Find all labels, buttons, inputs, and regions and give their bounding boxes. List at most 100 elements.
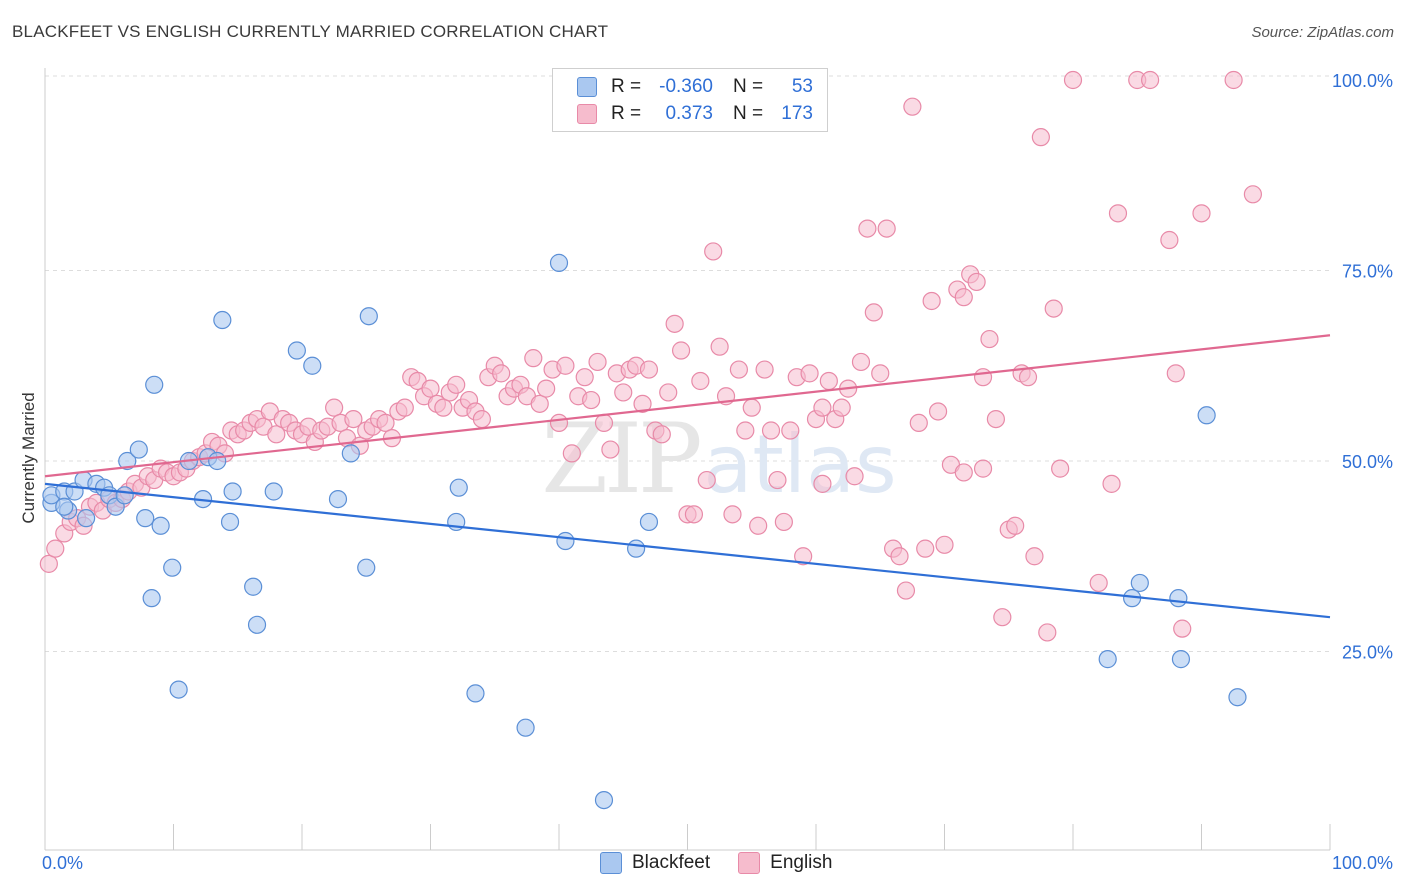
blackfeet-point xyxy=(264,482,283,501)
english-point xyxy=(434,398,453,417)
english-point xyxy=(1044,299,1063,318)
english-point xyxy=(1102,474,1121,493)
blackfeet-point xyxy=(129,440,148,459)
english-point xyxy=(1173,619,1192,638)
english-point xyxy=(344,409,363,429)
english-point xyxy=(1006,516,1025,535)
english-point xyxy=(864,303,883,322)
english-point xyxy=(601,440,620,459)
legend-r-label: R = xyxy=(611,76,642,97)
x-tick-label-min: 0.0% xyxy=(42,853,83,873)
english-point xyxy=(421,379,440,398)
english-point xyxy=(684,505,704,524)
english-point xyxy=(749,516,768,535)
blackfeet-point xyxy=(549,253,569,272)
blackfeet-point xyxy=(1130,573,1149,593)
english-point xyxy=(980,329,999,349)
english-point xyxy=(1038,623,1057,642)
english-point xyxy=(813,474,832,493)
blackfeet-point xyxy=(136,509,155,528)
english-points xyxy=(39,70,1263,642)
legend-row-blackfeet: R = -0.360 N = 53 xyxy=(577,75,813,99)
blackfeet-point xyxy=(77,509,96,528)
english-point xyxy=(697,470,716,490)
english-point xyxy=(896,581,916,600)
blackfeet-point xyxy=(163,558,182,577)
chart-title: BLACKFEET VS ENGLISH CURRENTLY MARRIED C… xyxy=(12,22,609,41)
blackfeet-point xyxy=(1228,688,1247,707)
english-point xyxy=(986,409,1006,429)
tick-labels: 100.0% 75.0% 50.0% 25.0% 0.0% 100.0% xyxy=(42,71,1393,873)
english-swatch xyxy=(738,852,761,874)
legend-r-value: 0.373 xyxy=(665,103,713,124)
english-point xyxy=(530,394,549,413)
blackfeet-point xyxy=(1098,650,1117,669)
english-point xyxy=(723,505,742,524)
blackfeet-point xyxy=(357,558,376,577)
english-point xyxy=(1089,573,1108,593)
blackfeet-point xyxy=(1197,406,1216,425)
english-point xyxy=(1051,459,1070,478)
english-point xyxy=(871,364,890,383)
blackfeet-point xyxy=(145,375,164,394)
english-point xyxy=(376,413,395,432)
blackfeet-point xyxy=(516,718,535,737)
blackfeet-point xyxy=(223,482,242,501)
legend-r-label: R = xyxy=(611,103,642,124)
english-point xyxy=(890,547,909,566)
english-point xyxy=(954,288,973,307)
watermark-atlas: atlas xyxy=(703,418,896,511)
blackfeet-point xyxy=(1171,650,1191,669)
english-point xyxy=(524,349,543,368)
english-point xyxy=(267,425,286,444)
english-point xyxy=(549,413,569,432)
y-axis-label: Currently Married xyxy=(19,392,38,523)
blackfeet-point xyxy=(118,451,137,471)
blackfeet-point xyxy=(1169,589,1188,608)
english-point xyxy=(858,219,877,238)
english-point xyxy=(537,379,556,398)
english-point xyxy=(935,535,954,554)
english-point xyxy=(845,467,864,486)
english-point xyxy=(1160,230,1179,250)
english-point xyxy=(562,444,581,463)
legend-item-english[interactable]: English xyxy=(738,852,832,874)
english-point xyxy=(768,470,787,490)
english-point xyxy=(710,337,729,356)
english-point xyxy=(639,360,659,379)
english-point xyxy=(742,398,761,417)
english-point xyxy=(691,371,710,391)
legend-item-blackfeet[interactable]: Blackfeet xyxy=(600,852,710,874)
english-point xyxy=(395,398,414,417)
blackfeet-point xyxy=(626,539,646,558)
english-point xyxy=(993,608,1012,627)
blackfeet-point xyxy=(341,444,360,463)
blackfeet-point xyxy=(639,512,659,532)
english-swatch xyxy=(577,104,597,124)
english-point xyxy=(492,364,511,383)
english-point xyxy=(588,352,607,372)
english-point xyxy=(851,352,871,372)
gridlines xyxy=(45,75,1330,652)
blackfeet-point xyxy=(244,577,263,596)
english-point xyxy=(954,463,973,482)
english-point xyxy=(800,364,819,383)
english-point xyxy=(472,409,491,429)
english-point xyxy=(447,375,466,394)
english-point xyxy=(594,413,614,432)
legend-n-value: 53 xyxy=(791,76,813,97)
legend-label-blackfeet: Blackfeet xyxy=(632,852,711,873)
series-legend: Blackfeet English xyxy=(600,852,860,874)
blackfeet-point xyxy=(466,684,485,703)
english-point xyxy=(973,368,993,387)
english-point xyxy=(704,242,723,261)
x-tick-label-max: 100.0% xyxy=(1332,853,1393,873)
english-trend-line xyxy=(44,334,1331,478)
english-point xyxy=(614,383,633,402)
english-point xyxy=(1031,128,1050,147)
legend-n-label: N = xyxy=(733,103,764,124)
blackfeet-point xyxy=(213,310,232,330)
english-point xyxy=(781,421,800,440)
english-point xyxy=(1018,368,1038,387)
